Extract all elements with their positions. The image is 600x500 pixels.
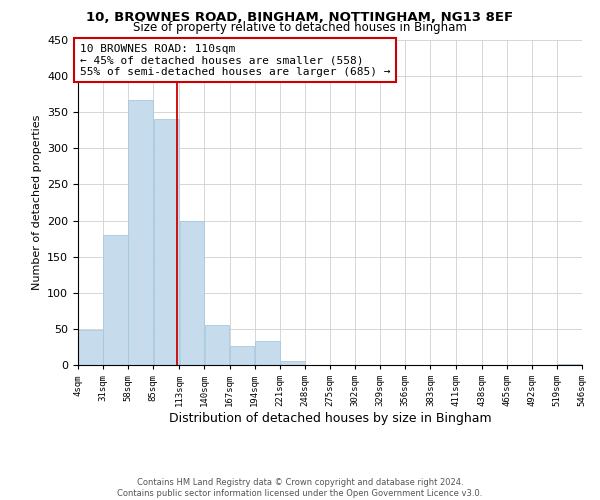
- Y-axis label: Number of detached properties: Number of detached properties: [32, 115, 41, 290]
- Text: Contains HM Land Registry data © Crown copyright and database right 2024.
Contai: Contains HM Land Registry data © Crown c…: [118, 478, 482, 498]
- X-axis label: Distribution of detached houses by size in Bingham: Distribution of detached houses by size …: [169, 412, 491, 425]
- Bar: [103, 235, 128, 365]
- Bar: [230, 346, 254, 365]
- Text: Size of property relative to detached houses in Bingham: Size of property relative to detached ho…: [133, 22, 467, 35]
- Bar: [179, 220, 204, 365]
- Bar: [255, 341, 280, 365]
- Bar: [78, 330, 103, 365]
- Text: 10 BROWNES ROAD: 110sqm
← 45% of detached houses are smaller (558)
55% of semi-d: 10 BROWNES ROAD: 110sqm ← 45% of detache…: [80, 44, 391, 77]
- Bar: [205, 326, 229, 365]
- Bar: [154, 120, 179, 365]
- Bar: [557, 364, 582, 365]
- Bar: [280, 360, 305, 365]
- Bar: [128, 100, 153, 365]
- Text: 10, BROWNES ROAD, BINGHAM, NOTTINGHAM, NG13 8EF: 10, BROWNES ROAD, BINGHAM, NOTTINGHAM, N…: [86, 11, 514, 24]
